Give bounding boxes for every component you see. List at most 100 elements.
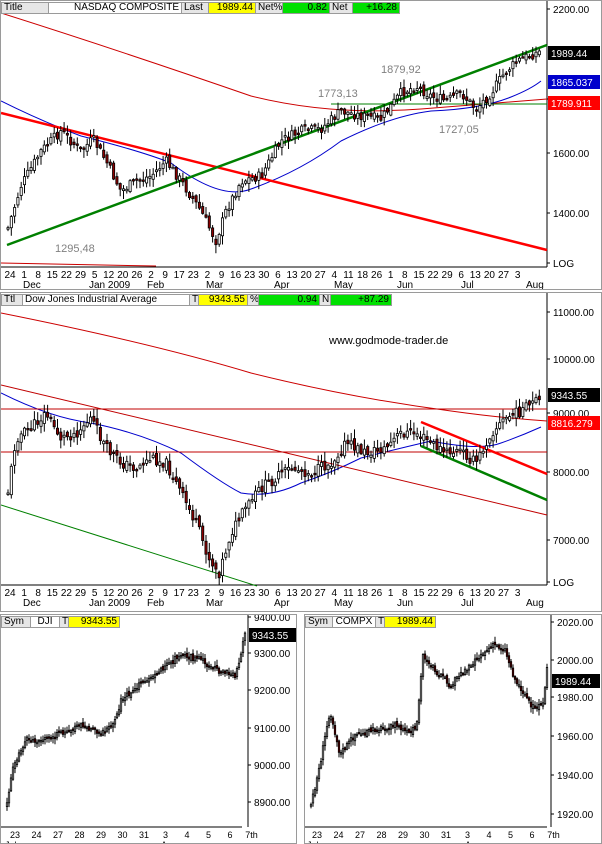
- candle-body: [145, 176, 149, 184]
- candle-body: [280, 469, 284, 473]
- candle-body: [422, 84, 426, 97]
- candle-body: [263, 479, 267, 493]
- candle-body: [168, 460, 172, 476]
- candle-body: [201, 525, 205, 541]
- candle-body: [277, 143, 281, 147]
- candle-body: [427, 660, 431, 665]
- candle-body: [73, 725, 77, 732]
- candle-body: [250, 499, 254, 502]
- candle-body: [189, 654, 193, 661]
- candle-body: [115, 450, 119, 456]
- candle-body: [503, 648, 507, 652]
- candle-body: [13, 762, 17, 769]
- candle-body: [117, 709, 121, 716]
- candle-body: [204, 214, 208, 218]
- dji-y-tick-label: 9100.00: [254, 724, 291, 735]
- dji-x-day-label: 31: [139, 830, 149, 840]
- candle-body: [75, 143, 79, 146]
- candle-body: [300, 125, 304, 133]
- candle-body: [141, 680, 145, 683]
- candle-body: [310, 125, 314, 129]
- red-downtrend-line: [1, 111, 548, 252]
- sym-label: Sym: [305, 616, 333, 628]
- candle-body: [95, 729, 99, 734]
- candle-body: [306, 128, 310, 131]
- candle-body: [471, 100, 475, 108]
- candle-body: [316, 464, 320, 477]
- candle-body: [205, 663, 209, 668]
- candle-body: [129, 692, 133, 698]
- candle-body: [139, 681, 143, 684]
- candle-body: [35, 741, 39, 745]
- candle-body: [367, 728, 371, 732]
- candle-body: [310, 475, 314, 478]
- candle-body: [379, 114, 383, 121]
- candle-body: [141, 462, 145, 466]
- candle-body: [153, 673, 157, 679]
- candle-body: [343, 108, 347, 115]
- candle-body: [339, 108, 343, 111]
- candle-body: [49, 737, 53, 740]
- candle-body: [22, 176, 26, 186]
- candle-body: [193, 656, 197, 662]
- dow-x-day-label: 6: [275, 588, 281, 599]
- candle-body: [125, 188, 129, 192]
- candle-body: [217, 571, 221, 579]
- nasdaq-x-day-label: 23: [188, 270, 200, 281]
- candle-body: [409, 88, 413, 95]
- candle-body: [495, 644, 499, 647]
- nasdaq-x-day-label: 26: [131, 270, 143, 281]
- candle-body: [439, 673, 443, 677]
- candle-body: [63, 731, 67, 735]
- candle-body: [514, 61, 518, 64]
- dow-x-day-label: 29: [75, 588, 87, 599]
- candle-body: [51, 736, 55, 739]
- candle-body: [534, 397, 538, 403]
- candle-body: [217, 667, 221, 674]
- dow-x-day-label: 20: [484, 588, 496, 599]
- candle-body: [303, 469, 307, 477]
- nasdaq-x-day-label: 20: [301, 270, 313, 281]
- candle-body: [461, 672, 465, 676]
- candle-body: [381, 727, 385, 730]
- candle-body: [379, 725, 383, 732]
- candle-body: [385, 443, 389, 448]
- candle-body: [392, 437, 396, 443]
- candle-body: [375, 729, 379, 733]
- candle-body: [458, 90, 462, 93]
- candle-body: [89, 137, 93, 147]
- candle-body: [455, 448, 459, 452]
- candle-body: [203, 658, 207, 665]
- candle-body: [296, 132, 300, 136]
- candle-body: [401, 728, 405, 731]
- dow-x-day-label: 30: [258, 588, 270, 599]
- candle-body: [92, 415, 96, 422]
- dow-x-day-label: 22: [427, 588, 439, 599]
- chart-name: Dow Jones Industrial Average: [22, 294, 190, 306]
- dow-x-day-label: 26: [131, 588, 143, 599]
- compx-x-day-label: 4: [486, 830, 491, 840]
- candle-body: [465, 448, 469, 460]
- candle-body: [263, 167, 267, 176]
- price-tag: 8816.279: [551, 419, 593, 430]
- candle-body: [484, 96, 488, 103]
- candle-body: [521, 407, 525, 417]
- candle-body: [227, 541, 231, 551]
- candle-body: [62, 434, 66, 438]
- candle-body: [361, 733, 365, 736]
- candle-body: [102, 149, 106, 158]
- candle-body: [293, 129, 297, 136]
- dji-y-tick-label: 9200.00: [254, 686, 291, 697]
- nasdaq-x-day-label: 27: [498, 270, 510, 281]
- nasdaq-x-day-label: 23: [244, 270, 256, 281]
- candle-body: [524, 53, 528, 61]
- candle-body: [317, 767, 321, 780]
- candle-body: [62, 128, 66, 133]
- candle-body: [527, 400, 531, 406]
- nasdaq-x-day-label: 15: [47, 270, 59, 281]
- nasdaq-x-day-label: 22: [427, 270, 439, 281]
- candle-body: [273, 145, 277, 158]
- candle-body: [428, 93, 432, 99]
- candle-body: [465, 96, 469, 101]
- candle-body: [118, 456, 122, 465]
